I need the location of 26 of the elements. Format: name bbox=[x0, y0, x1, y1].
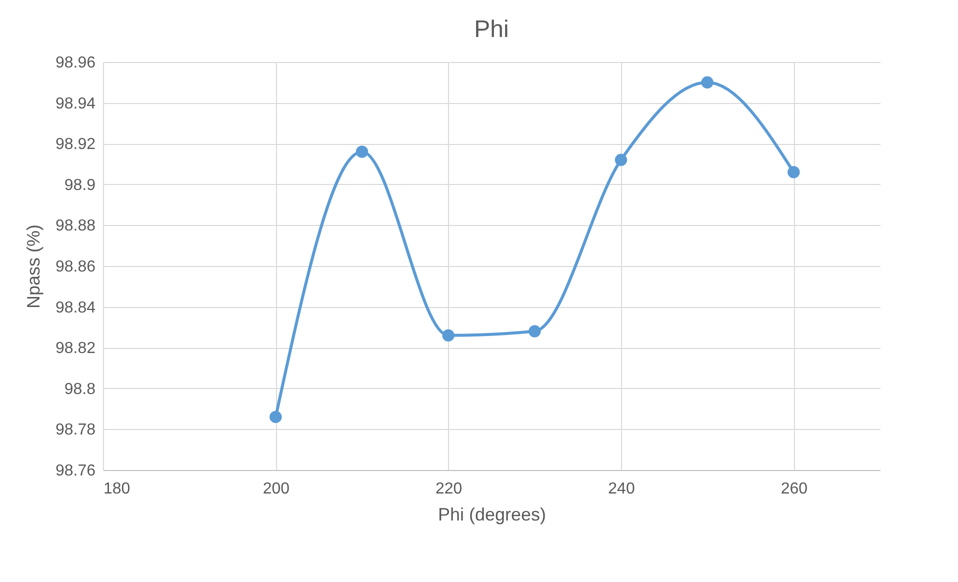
point bbox=[270, 410, 282, 424]
x-tick-label: 260 bbox=[780, 480, 808, 498]
y-tick-label: 98.88 bbox=[55, 218, 96, 235]
x-axis-title: Phi (degrees) bbox=[438, 504, 546, 524]
y-tick-label: 98.8 bbox=[64, 380, 96, 398]
x-tick-label: 180 bbox=[104, 480, 130, 498]
x-tick-label: 220 bbox=[435, 480, 462, 498]
y-tick-label: 98.92 bbox=[55, 136, 96, 154]
point bbox=[528, 325, 541, 338]
y-tick-label: 98.78 bbox=[55, 422, 96, 439]
y-tick-label: 98.86 bbox=[55, 258, 96, 276]
point bbox=[442, 329, 454, 342]
y-tick-label: 98.76 bbox=[55, 462, 96, 480]
y-tick-label: 98.96 bbox=[55, 54, 96, 72]
point bbox=[701, 76, 714, 89]
y-tick-label: 98.84 bbox=[55, 299, 96, 316]
y-tick-label: 98.9 bbox=[64, 176, 96, 194]
point bbox=[614, 154, 628, 166]
x-tick-label: 240 bbox=[608, 480, 635, 498]
point bbox=[788, 166, 800, 178]
x-tick-label: 200 bbox=[262, 480, 290, 498]
y-tick-label: 98.82 bbox=[55, 340, 96, 358]
point bbox=[356, 146, 368, 158]
chart-title: Phi bbox=[474, 16, 509, 43]
y-axis-title: Npass (%) bbox=[23, 224, 44, 309]
y-tick-label: 98.94 bbox=[55, 95, 96, 112]
